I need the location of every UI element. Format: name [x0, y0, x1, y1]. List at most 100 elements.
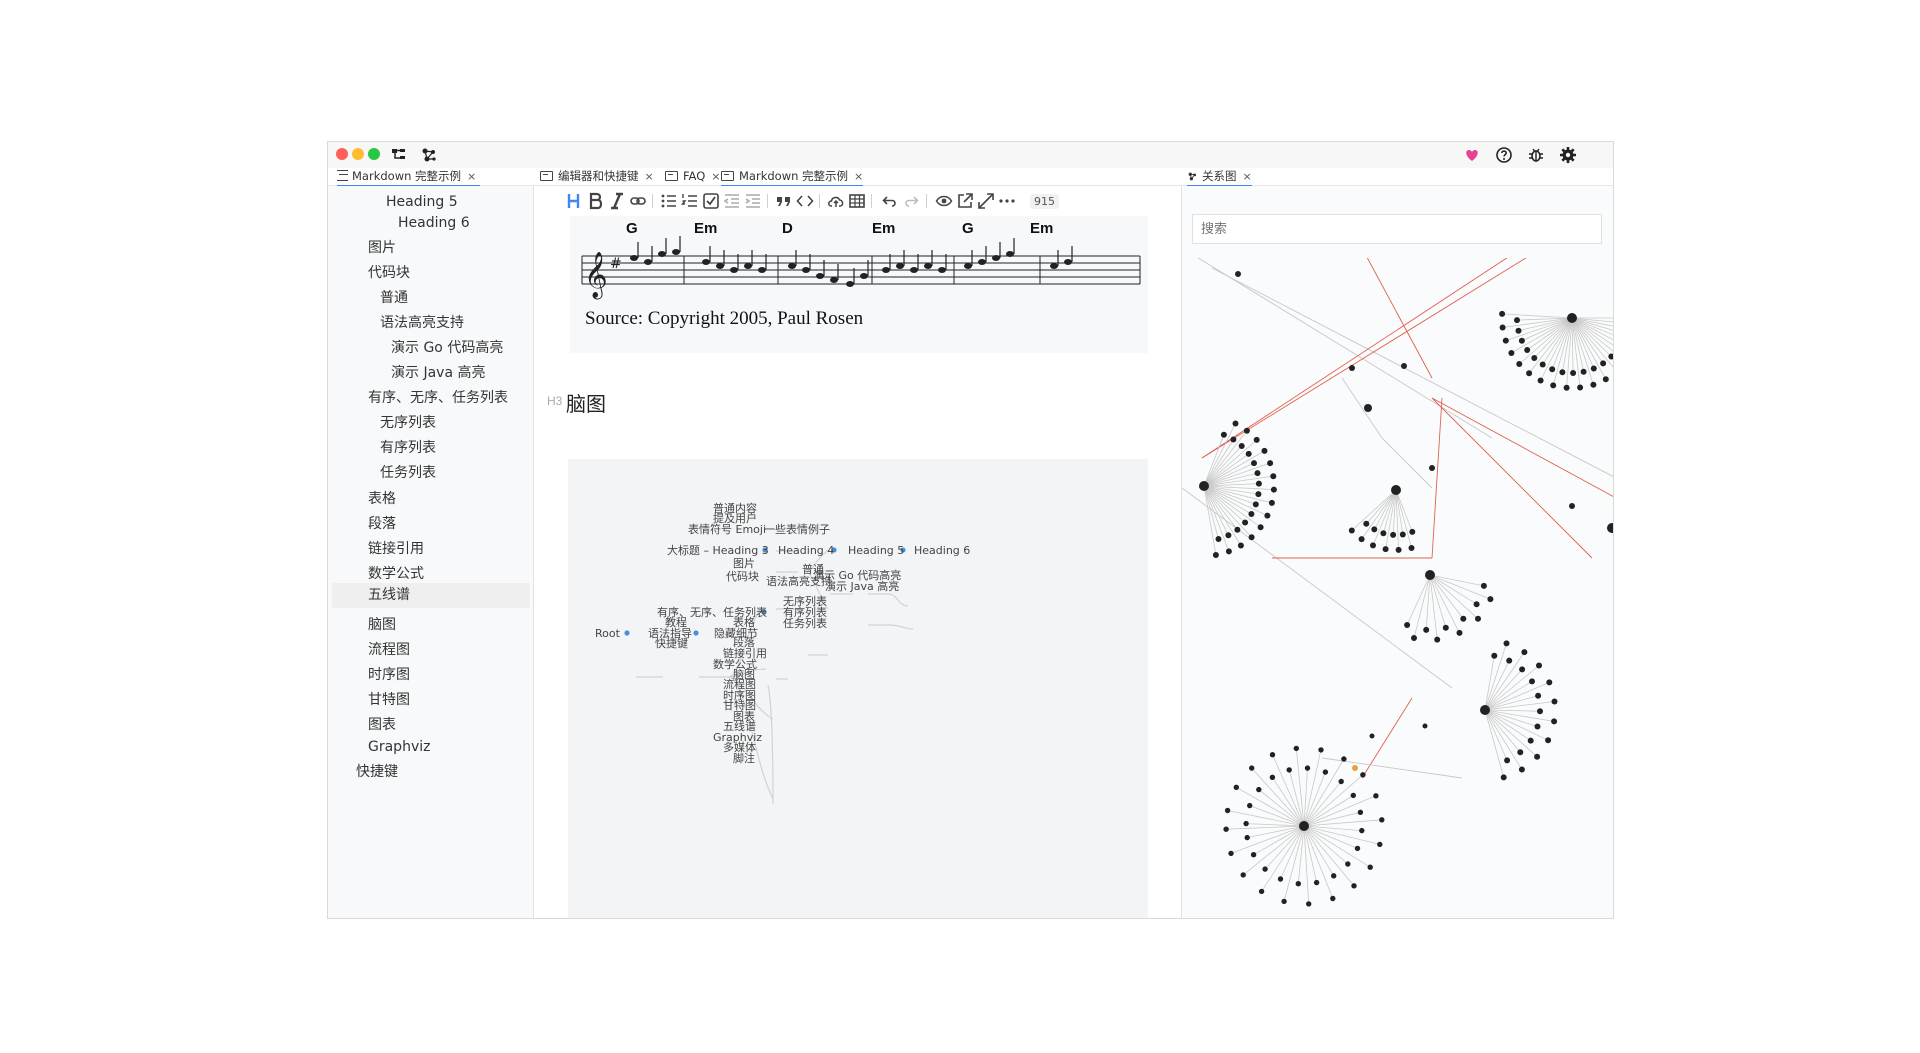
toolbar-separator — [819, 194, 820, 208]
svg-text:#: # — [610, 256, 622, 272]
mindmap-node: Root — [595, 627, 620, 640]
mindmap-node: 演示 Go 代码高亮 — [813, 569, 902, 582]
section-heading: 脑图 — [566, 392, 606, 416]
keyboard-icon — [540, 170, 553, 181]
keyboard-icon — [665, 170, 678, 181]
undo-icon[interactable] — [880, 191, 900, 211]
mindmap-node: 脑图 — [733, 668, 755, 681]
mindmap-node: 段落 — [733, 636, 755, 649]
outline-item[interactable]: 图表 — [368, 717, 396, 733]
graph-icon[interactable] — [419, 145, 439, 165]
mindmap-node: Heading 4 — [778, 544, 835, 557]
link-icon[interactable] — [628, 191, 648, 211]
open-external-icon[interactable] — [955, 191, 975, 211]
tab-graph[interactable]: 关系图 × — [1187, 168, 1252, 187]
outline-item[interactable]: 脑图 — [368, 617, 396, 633]
redo-icon[interactable] — [901, 191, 921, 211]
outline-item[interactable]: 流程图 — [368, 642, 410, 658]
relation-graph[interactable] — [1182, 258, 1614, 919]
close-icon[interactable]: × — [467, 170, 477, 183]
mindmap-node: 甘特图 — [723, 699, 756, 712]
heading-icon[interactable] — [565, 191, 585, 211]
toolbar-separator — [652, 194, 653, 208]
outline-item-current[interactable]: 五线谱 — [332, 583, 530, 608]
graph-icon — [1187, 170, 1198, 181]
tab-outline[interactable]: Markdown 完整示例 × — [337, 168, 481, 187]
outline-item[interactable]: 图片 — [368, 240, 396, 256]
upload-icon[interactable] — [826, 191, 846, 211]
outline-item[interactable]: Graphviz — [368, 739, 431, 755]
tab-markdown-example[interactable]: Markdown 完整示例 × — [721, 168, 864, 187]
bug-icon[interactable] — [1526, 145, 1546, 165]
ordered-list-icon[interactable] — [680, 191, 700, 211]
outline-item[interactable]: 任务列表 — [380, 465, 436, 481]
mindmap-node: 表情符号 Emoji — [688, 523, 767, 536]
tab-faq[interactable]: FAQ × — [665, 168, 721, 185]
tab-editor-shortcuts[interactable]: 编辑器和快捷键 × — [540, 168, 654, 185]
code-icon[interactable] — [795, 191, 815, 211]
table-icon[interactable] — [847, 191, 867, 211]
mindmap-node: 图表 — [733, 710, 755, 723]
quote-icon[interactable] — [774, 191, 794, 211]
maximize-window-button[interactable] — [368, 148, 380, 160]
fullscreen-icon[interactable] — [976, 191, 996, 211]
help-icon[interactable] — [1494, 145, 1514, 165]
graph-search-input[interactable] — [1192, 214, 1602, 244]
outline-item[interactable]: 普通 — [380, 290, 408, 306]
close-icon[interactable]: × — [644, 170, 654, 183]
mindmap-node: 数学公式 — [713, 658, 757, 671]
mindmap-node: 表格 — [733, 616, 755, 629]
outline-item[interactable]: 有序列表 — [380, 440, 436, 456]
mindmap-node: 有序、无序、任务列表 — [657, 606, 767, 619]
outline-item[interactable]: 演示 Java 高亮 — [391, 365, 486, 381]
mindmap-node: 时序图 — [723, 689, 756, 702]
mindmap-node: 隐藏细节 — [714, 627, 758, 640]
outline-list-icon — [337, 170, 348, 181]
mindmap-block: 普通内容 提及用户 表情符号 Emoji 一些表情例子 大标题 – Headin… — [568, 459, 1148, 918]
outline-item[interactable]: 有序、无序、任务列表 — [368, 390, 508, 406]
outline-item[interactable]: 链接引用 — [368, 541, 424, 557]
mindmap-node: 普通 — [802, 563, 824, 576]
outline-item[interactable]: 无序列表 — [380, 415, 436, 431]
outline-tree-icon[interactable] — [389, 145, 409, 165]
chord-label: Em — [694, 220, 718, 237]
mindmap-node: 教程 — [665, 616, 687, 629]
close-icon[interactable]: × — [1242, 170, 1252, 183]
close-window-button[interactable] — [336, 148, 348, 160]
chord-label: Em — [1030, 220, 1054, 237]
unordered-list-icon[interactable] — [659, 191, 679, 211]
indent-icon[interactable] — [743, 191, 763, 211]
preview-eye-icon[interactable] — [934, 191, 954, 211]
mindmap-node: 脚注 — [733, 752, 755, 765]
outline-item[interactable]: 语法高亮支持 — [380, 315, 464, 331]
outline-item[interactable]: 甘特图 — [368, 692, 410, 708]
outline-item[interactable]: Heading 5 — [386, 194, 458, 210]
chord-label: G — [962, 220, 974, 237]
close-icon[interactable]: × — [711, 170, 721, 183]
bold-icon[interactable] — [586, 191, 606, 211]
word-count-badge: 915 — [1030, 194, 1059, 209]
outline-item[interactable]: 快捷键 — [356, 764, 398, 780]
heart-icon[interactable] — [1462, 145, 1482, 165]
outline-item[interactable]: Heading 6 — [398, 215, 470, 231]
minimize-window-button[interactable] — [352, 148, 364, 160]
task-list-icon[interactable] — [701, 191, 721, 211]
outline-item[interactable]: 演示 Go 代码高亮 — [391, 340, 504, 356]
mindmap-node: Heading 5 — [848, 544, 905, 557]
mindmap-node: 图片 — [733, 557, 755, 570]
close-icon[interactable]: × — [854, 170, 864, 183]
outline-item[interactable]: 代码块 — [368, 265, 410, 281]
outline-item[interactable]: 表格 — [368, 491, 396, 507]
mindmap-node: 无序列表 — [783, 595, 827, 608]
more-icon[interactable] — [997, 191, 1017, 211]
italic-icon[interactable] — [607, 191, 627, 211]
mindmap-node: 流程图 — [723, 678, 756, 691]
outdent-icon[interactable] — [722, 191, 742, 211]
outline-item[interactable]: 时序图 — [368, 667, 410, 683]
outline-item[interactable]: 段落 — [368, 516, 396, 532]
outline-item[interactable]: 数学公式 — [368, 566, 424, 582]
music-staff: 𝄞 # — [581, 236, 1141, 300]
editor-content: G Em D Em G Em 𝄞 # Source: Copyright 2005… — [534, 216, 1181, 918]
mindmap-node: Graphviz — [713, 731, 763, 744]
settings-gear-icon[interactable] — [1558, 145, 1578, 165]
